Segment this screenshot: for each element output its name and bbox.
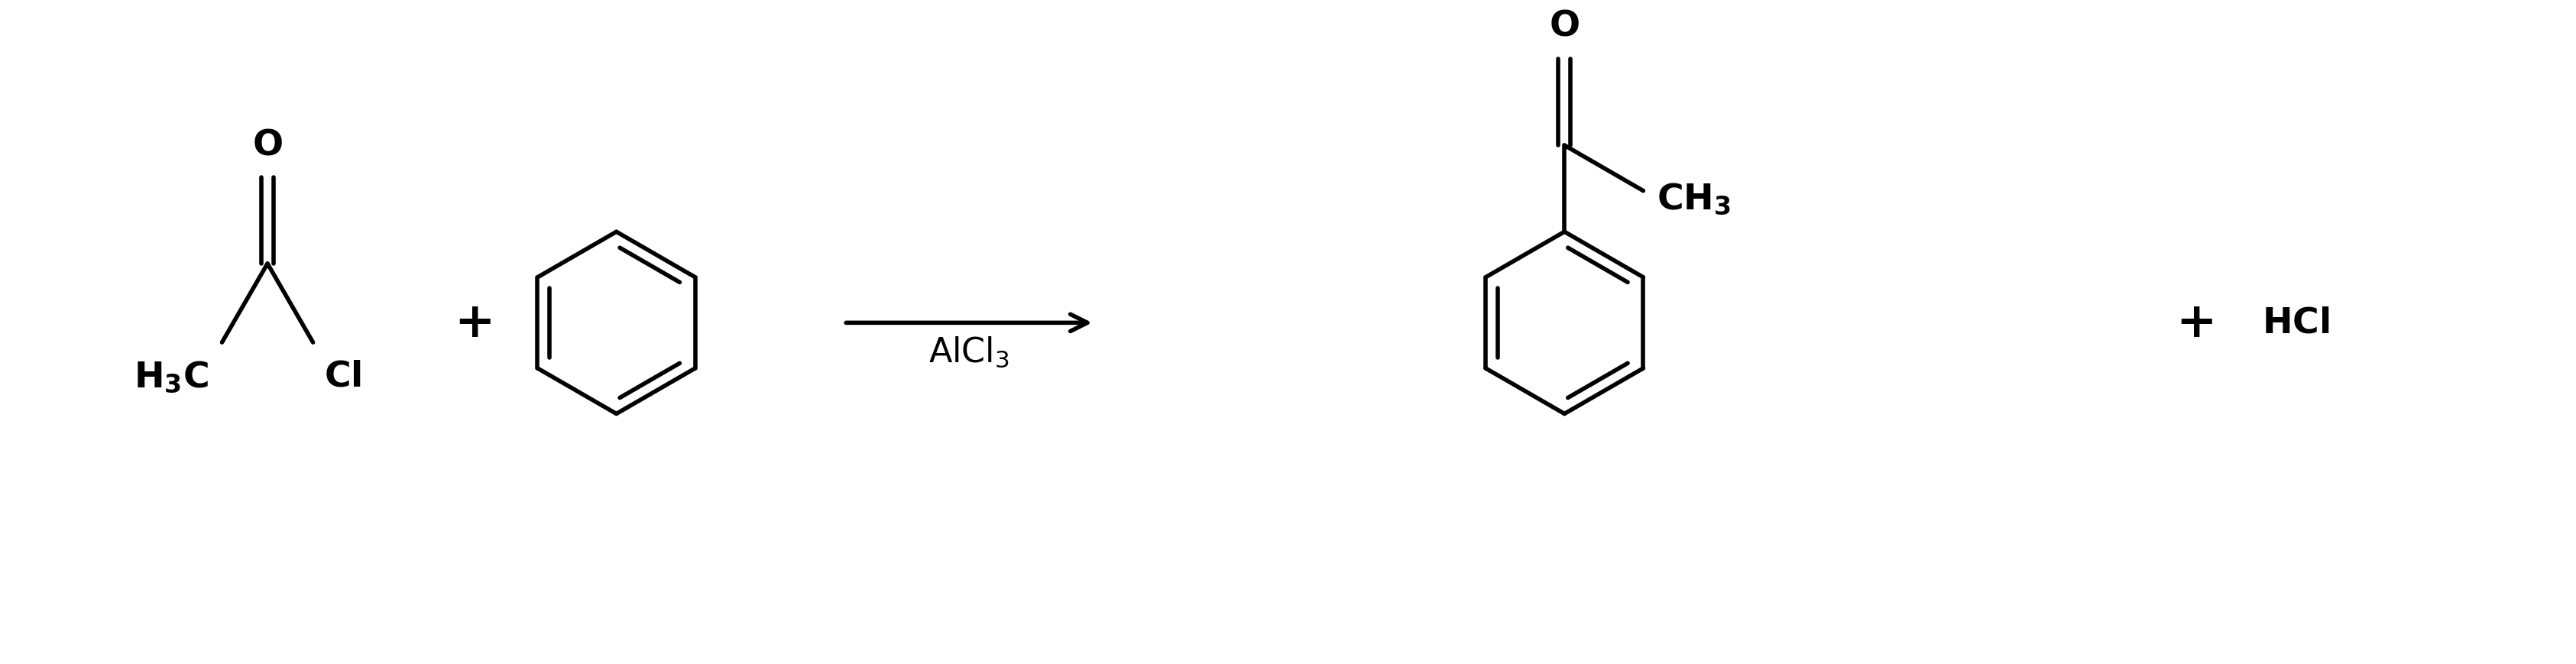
Text: $\mathbf{O}$: $\mathbf{O}$ [1548,9,1579,43]
Text: $\mathbf{H_3C}$: $\mathbf{H_3C}$ [134,359,209,394]
Text: $\mathbf{CH_3}$: $\mathbf{CH_3}$ [1656,181,1731,216]
Text: $\mathbf{+}$: $\mathbf{+}$ [2174,299,2213,347]
Text: $\mathbf{O}$: $\mathbf{O}$ [252,128,283,163]
Text: AlCl$_3$: AlCl$_3$ [927,335,1010,369]
Text: $\mathbf{HCl}$: $\mathbf{HCl}$ [2262,306,2329,340]
Text: $\mathbf{+}$: $\mathbf{+}$ [453,299,492,347]
Text: $\mathbf{Cl}$: $\mathbf{Cl}$ [325,359,361,394]
